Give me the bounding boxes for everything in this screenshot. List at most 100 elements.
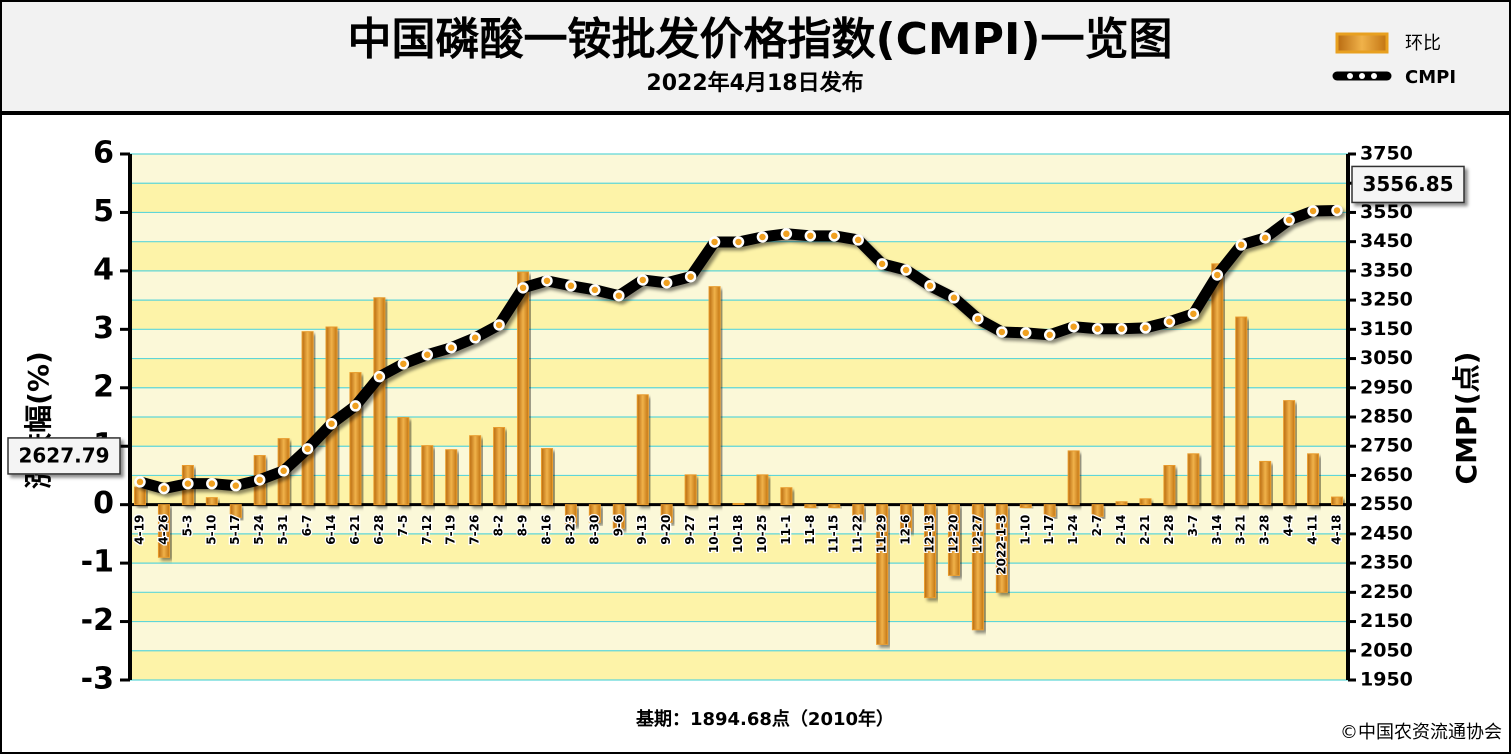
- cmpi-marker: [876, 258, 888, 270]
- x-tick-label: 7-26: [468, 515, 482, 545]
- bar: [684, 474, 697, 506]
- bar: [1211, 263, 1224, 506]
- bar: [876, 504, 889, 645]
- x-tick-label: 1-24: [1066, 515, 1080, 545]
- x-tick-label: 12-13: [923, 515, 937, 553]
- y2-tick-label: 2250: [1360, 581, 1413, 603]
- y-tick-label: -3: [81, 662, 114, 697]
- bar: [660, 504, 673, 523]
- y-tick-label: 6: [93, 136, 114, 171]
- legend-marker: [1371, 73, 1377, 79]
- band: [130, 270, 1348, 301]
- x-tick-label: 4-19: [133, 515, 147, 545]
- bar: [732, 502, 745, 506]
- x-tick-label: 12-6: [899, 515, 913, 545]
- x-tick-label: 7-19: [444, 515, 458, 545]
- bar: [995, 504, 1008, 593]
- cmpi-marker: [924, 280, 936, 292]
- x-tick-label: 6-28: [372, 515, 386, 545]
- x-tick-label: 7-12: [420, 515, 434, 545]
- x-tick-label: 8-23: [563, 515, 577, 545]
- x-tick-label: 9-20: [659, 515, 673, 545]
- bar: [756, 474, 769, 506]
- bar: [134, 486, 146, 506]
- y-tick-label: -1: [81, 545, 114, 580]
- x-tick-label: 9-6: [611, 515, 625, 537]
- y2-tick-label: 2950: [1360, 376, 1413, 398]
- cmpi-marker: [828, 230, 841, 242]
- x-tick-label: 8-30: [587, 515, 601, 545]
- cmpi-marker: [996, 326, 1008, 338]
- y2-tick-label: 2450: [1360, 522, 1413, 544]
- value-label-box: [7, 437, 121, 475]
- bar: [421, 445, 434, 506]
- bar: [517, 271, 530, 506]
- bar: [1283, 400, 1296, 506]
- cmpi-marker: [613, 289, 625, 302]
- cmpi-marker: [732, 236, 745, 248]
- bar: [900, 504, 913, 532]
- bar: [1331, 496, 1343, 506]
- x-tick-label: 11-1: [779, 515, 793, 545]
- x-tick-label: 9-27: [683, 515, 697, 545]
- y2-tick-label: 3050: [1360, 347, 1413, 369]
- cmpi-marker: [1307, 205, 1319, 217]
- chart-title: 中国磷酸一铵批发价格指数(CMPI)一览图: [348, 14, 1173, 65]
- bar: [205, 497, 218, 506]
- y2-tick-label: 2350: [1360, 552, 1413, 574]
- cmpi-marker: [421, 349, 434, 361]
- cmpi-marker: [445, 341, 457, 354]
- cmpi-marker: [1331, 204, 1343, 217]
- bar: [708, 286, 721, 506]
- bar: [157, 504, 170, 558]
- cmpi-marker: [1211, 269, 1224, 281]
- bar: [780, 487, 793, 506]
- band: [130, 621, 1348, 651]
- bar: [229, 504, 242, 519]
- x-tick-label: 2022-1-3: [994, 515, 1008, 575]
- cmpi-marker: [373, 370, 386, 383]
- y2-tick-label: 2650: [1360, 464, 1413, 486]
- cmpi-marker: [1259, 232, 1271, 244]
- x-tick-label: 1-10: [1018, 515, 1032, 545]
- x-tick-label: 8-16: [539, 515, 553, 545]
- cmpi-marker: [349, 400, 362, 412]
- y2-axis-title: CMPI(点): [1450, 352, 1483, 485]
- cmpi-marker: [1187, 308, 1200, 320]
- x-tick-label: 11-8: [803, 515, 817, 545]
- x-tick-label: 4-18: [1330, 515, 1344, 545]
- bar: [1235, 316, 1248, 506]
- header: [2, 2, 1509, 112]
- y2-tick-label: 2150: [1360, 610, 1413, 632]
- cmpi-marker: [852, 234, 864, 246]
- x-tick-label: 10-11: [707, 515, 721, 553]
- y-tick-label: 5: [93, 194, 114, 229]
- x-tick-label: 10-18: [731, 515, 745, 553]
- y2-tick-label: 3550: [1360, 201, 1413, 223]
- x-tick-label: 6-7: [300, 515, 314, 537]
- bar: [1043, 504, 1056, 517]
- bar: [1187, 453, 1200, 506]
- cmpi-marker: [1139, 322, 1152, 334]
- cmpi-marker: [134, 476, 146, 488]
- cmpi-marker: [206, 477, 218, 490]
- chart-subtitle: 2022年4月18日发布: [646, 70, 863, 96]
- cmpi-marker: [565, 280, 577, 292]
- x-tick-label: 4-26: [156, 515, 170, 545]
- y2-tick-label: 3250: [1360, 289, 1413, 311]
- cmpi-marker: [182, 477, 194, 490]
- footnote: 基期：1894.68点（2010年）: [635, 708, 894, 730]
- bar: [445, 449, 458, 506]
- bar: [349, 372, 362, 506]
- band: [130, 504, 1348, 534]
- cmpi-marker: [1091, 322, 1104, 335]
- y2-tick-label: 3350: [1360, 259, 1413, 281]
- x-tick-label: 2-7: [1090, 515, 1104, 537]
- x-tick-label: 3-28: [1258, 515, 1272, 545]
- cmpi-marker: [780, 228, 793, 240]
- bar: [373, 297, 386, 506]
- bar: [397, 417, 410, 506]
- y2-tick-label: 3450: [1360, 230, 1413, 252]
- y2-tick-label: 1950: [1360, 669, 1413, 691]
